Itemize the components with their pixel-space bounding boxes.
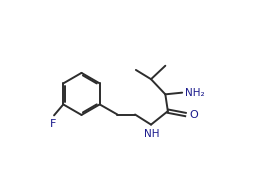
Text: F: F [50,119,56,129]
Text: NH₂: NH₂ [185,88,204,98]
Text: O: O [189,109,198,120]
Text: NH: NH [144,129,160,139]
